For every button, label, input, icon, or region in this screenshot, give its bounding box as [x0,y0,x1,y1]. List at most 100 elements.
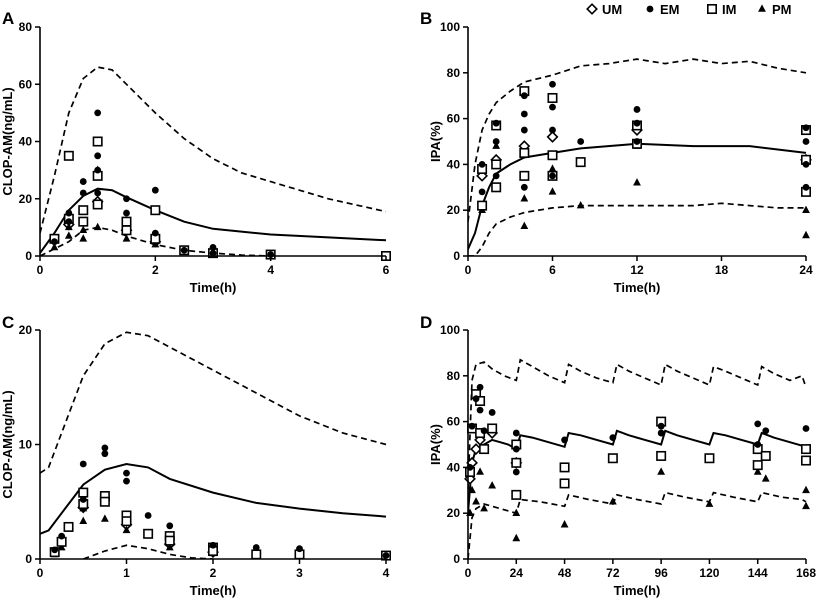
point-em-d [472,395,480,403]
point-pm-d [488,481,497,489]
point-em-d [512,445,520,453]
point-pm-b [520,194,529,202]
legend-label-em: EM [660,2,680,17]
point-pm-d [802,501,810,510]
legend-label-pm: PM [772,2,792,17]
point-im-c [78,487,89,498]
point-pm-b [492,141,501,149]
point-pm-d [761,474,770,482]
point-im-d [704,453,715,464]
point-em-a [209,249,217,257]
point-im-b [575,157,586,168]
point-im-a [63,150,74,161]
point-em-b [478,161,486,168]
point-pm-b [520,221,529,230]
y-axis-title-a: CLOP-AM(ng/mL) [0,87,15,195]
plot-area-b [468,58,807,256]
point-im-d [607,453,618,464]
point-em-c [166,522,174,530]
points-c [49,444,391,561]
panel-label-d: D [420,313,432,332]
point-em-b [492,138,500,145]
point-em-b [802,138,810,145]
point-em-c [79,496,87,503]
point-pm-a [79,234,88,242]
x-tick-label-d: 144 [748,566,768,580]
point-um-b [476,169,489,182]
panel-label-c: C [2,313,14,332]
y-tick-label-a: 80 [19,20,33,34]
point-pm-a [122,234,131,242]
point-im-d [559,478,570,489]
point-im-b [491,182,502,193]
x-tick-label-c: 4 [383,566,390,580]
x-axis-title-c: Time(h) [190,583,237,598]
point-em-b [478,188,486,196]
point-em-c [123,477,130,485]
points-d [464,383,811,542]
point-im-c [164,535,175,546]
point-im-a [150,205,161,216]
x-tick-label-b: 12 [630,263,644,277]
point-em-b [802,124,810,132]
y-tick-label-c: 0 [25,552,32,566]
point-em-c [144,512,152,519]
point-em-d [476,406,484,414]
x-tick-label-c: 3 [296,566,303,580]
plot-area-a [40,66,387,256]
point-pm-b [548,187,557,195]
point-im-c [251,549,262,560]
legend-label-im: IM [722,2,736,17]
point-em-d [512,429,520,437]
point-em-a [123,195,130,203]
point-em-a [94,166,102,174]
x-tick-label-d: 24 [510,566,524,580]
point-pm-b [548,164,557,172]
x-tick-label-d: 0 [465,566,472,580]
x-tick-label-c: 0 [37,566,44,580]
point-pm-c [122,525,131,534]
y-tick-label-a: 40 [19,135,33,149]
point-pm-a [64,222,73,231]
point-im-d [760,450,771,461]
y-tick-label-d: 80 [447,369,461,383]
point-em-a [65,209,73,217]
point-im-b [519,170,530,181]
point-im-c [99,496,110,507]
lower-percentile-line-b [468,202,806,256]
point-pm-d [802,485,810,494]
legend-marker-um [586,3,598,15]
x-tick-label-a: 6 [383,263,390,277]
point-em-c [58,532,66,540]
point-em-b [802,183,810,191]
x-axis-title-a: Time(h) [190,280,237,295]
point-em-d [754,441,762,448]
point-im-d [479,444,490,455]
panel-label-a: A [2,9,14,28]
point-em-b [549,172,556,180]
point-im-d [511,489,522,500]
point-em-c [79,460,87,468]
point-em-d [657,429,665,437]
y-tick-label-b: 40 [447,157,461,171]
x-tick-label-b: 24 [799,263,813,277]
point-em-b [520,92,528,100]
point-em-b [492,119,500,127]
point-pm-b [633,178,641,186]
point-im-a [121,225,132,236]
point-pm-d [657,467,666,475]
y-tick-label-a: 60 [19,77,33,91]
y-axis-title-b: IPA(%) [428,121,443,162]
y-tick-label-d: 40 [447,460,461,474]
y-tick-label-c: 10 [19,438,33,452]
point-pm-a [93,222,102,231]
y-tick-label-d: 100 [440,323,460,337]
lower-percentile-line-c [83,544,214,559]
point-em-c [101,450,109,458]
y-tick-label-d: 0 [453,552,460,566]
point-pm-b [576,201,585,209]
point-em-a [94,189,102,197]
y-tick-label-b: 0 [453,249,460,263]
